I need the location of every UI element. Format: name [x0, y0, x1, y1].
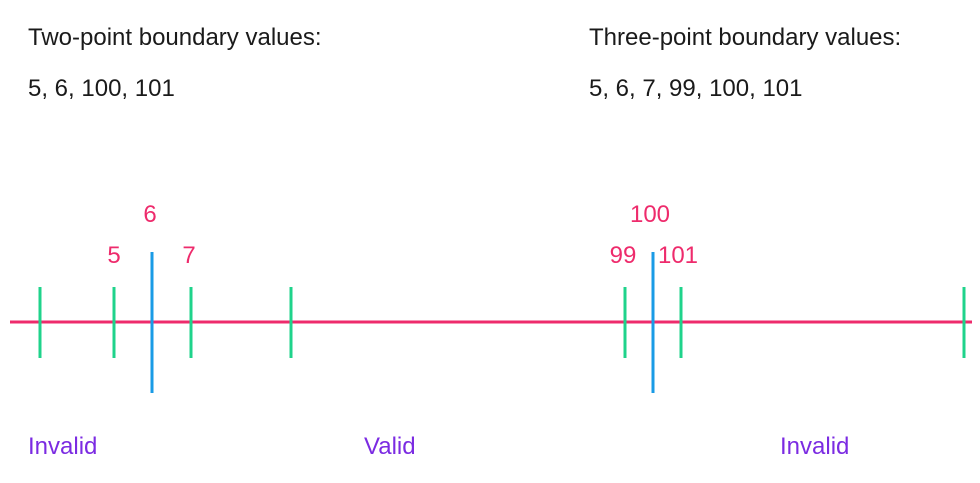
tick-label-5: 5: [107, 242, 120, 269]
region-label-valid: Valid: [364, 433, 416, 460]
two-point-heading: Two-point boundary values:: [28, 24, 322, 51]
tick-label-101: 101: [658, 242, 698, 269]
tick-labels-group: 567 99 100 101: [107, 201, 698, 269]
two-point-values: 5, 6, 100, 101: [28, 75, 175, 102]
region-label-invalid-left: Invalid: [28, 433, 98, 460]
tick-label-99: 99: [610, 242, 637, 269]
tick-label-100: 100: [630, 201, 670, 228]
three-point-values: 5, 6, 7, 99, 100, 101: [589, 75, 803, 102]
three-point-heading: Three-point boundary values:: [589, 24, 902, 51]
region-label-invalid-right: Invalid: [780, 433, 850, 460]
tick-label-7: 7: [182, 242, 195, 269]
ticks-group: [38, 252, 966, 393]
tick-label-6: 6: [143, 201, 156, 228]
